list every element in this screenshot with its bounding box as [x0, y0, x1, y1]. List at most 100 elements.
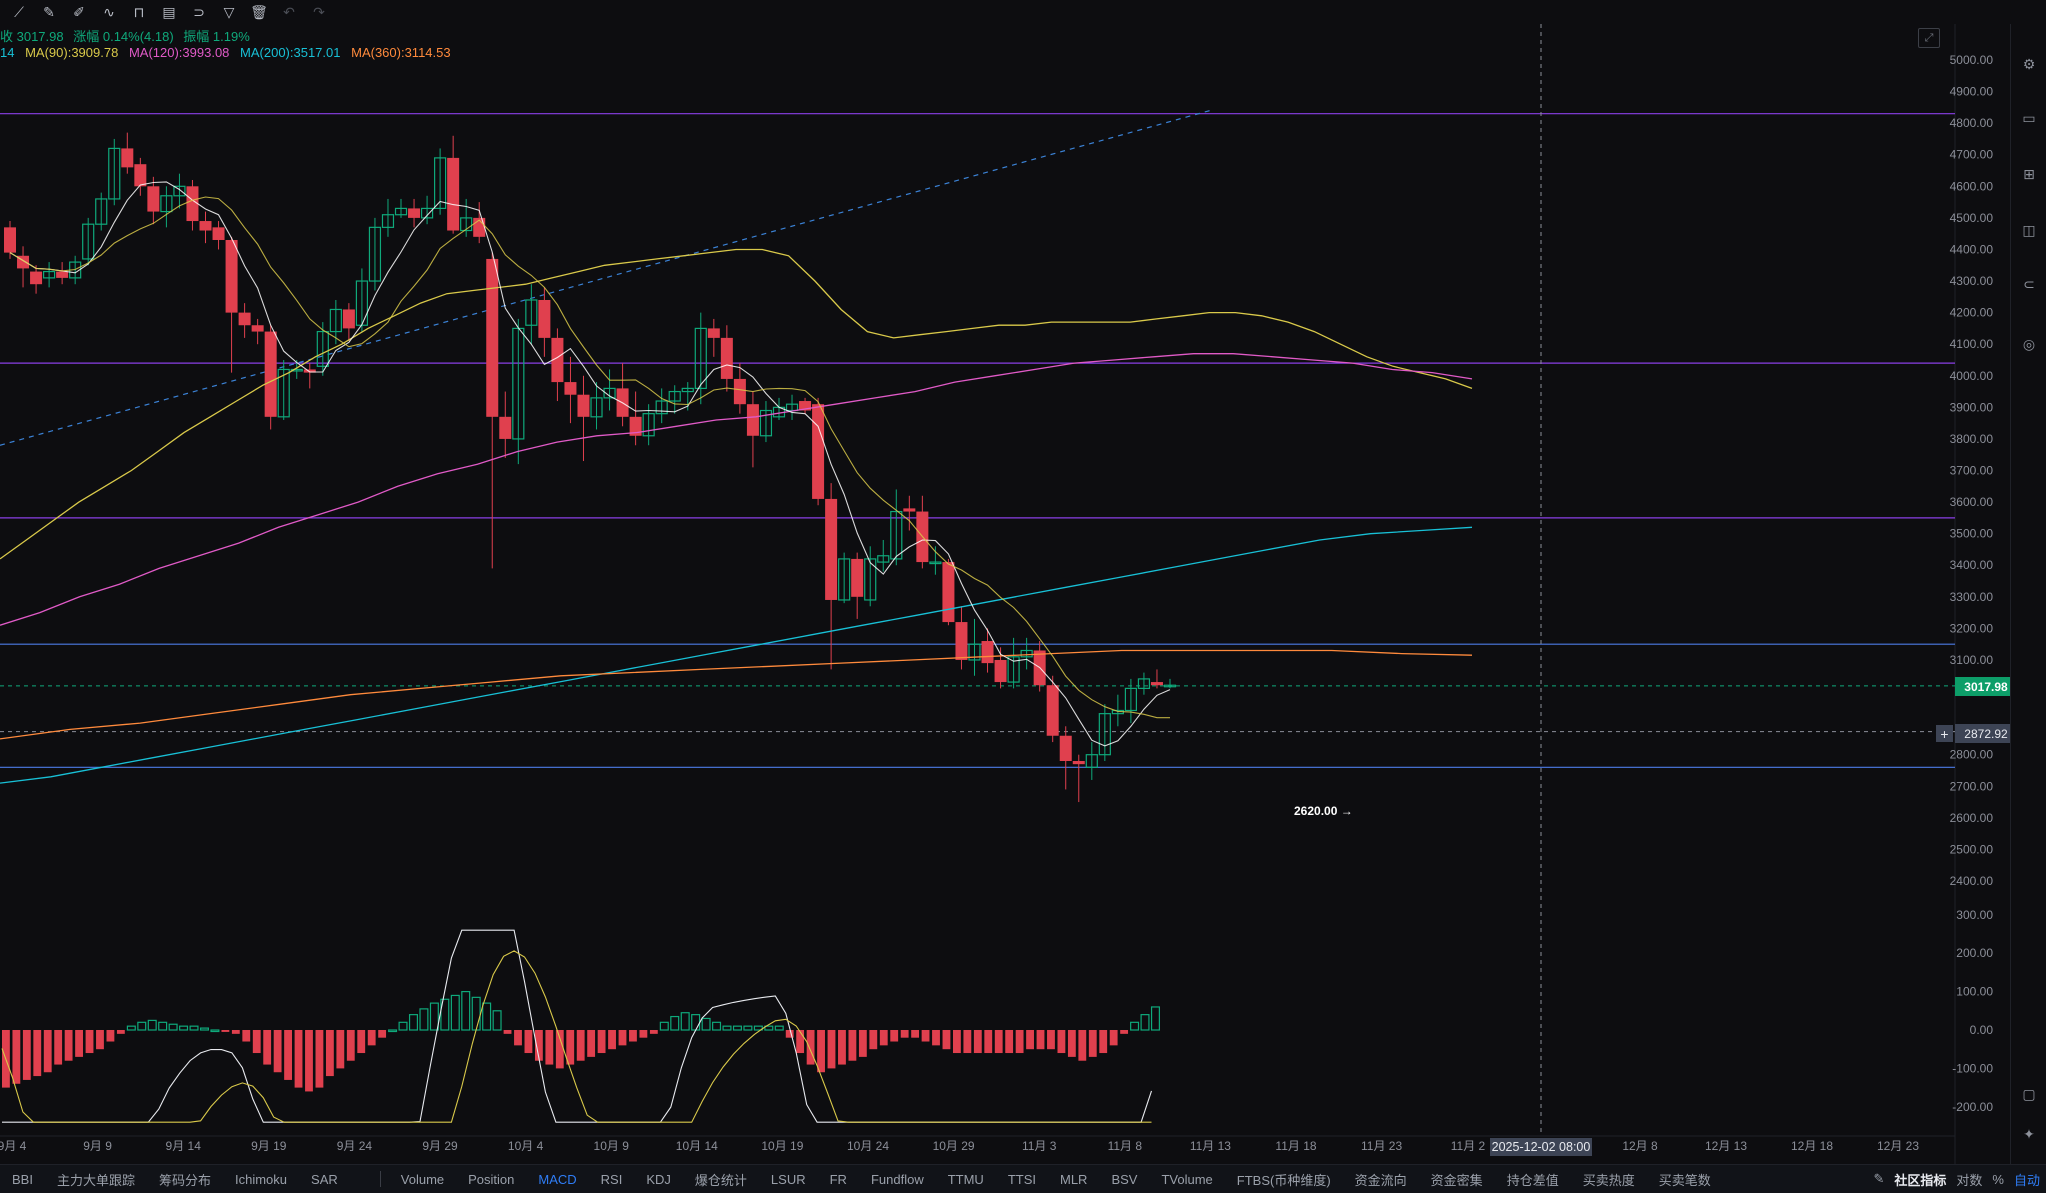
percent-scale-toggle[interactable]: % — [1992, 1171, 2004, 1187]
layout-icon[interactable]: ▭ — [2022, 109, 2036, 126]
edit-icon[interactable]: ✎ — [1873, 1171, 1885, 1186]
macd-bar — [43, 1030, 52, 1073]
magnet-icon[interactable]: ⊃ — [193, 3, 205, 20]
indicator-ttmu[interactable]: TTMU — [947, 1171, 984, 1187]
comment-icon[interactable]: ▢ — [2022, 1085, 2036, 1102]
candle-body — [303, 369, 316, 373]
indicator-fundflow[interactable]: Fundflow — [870, 1171, 924, 1187]
indicator-icon[interactable]: ⊞ — [2023, 165, 2035, 182]
template-icon[interactable]: ▤ — [162, 3, 176, 20]
candle-body — [812, 404, 825, 499]
macd-tick-label: -100.00 — [1952, 1061, 1993, 1075]
indicator-position[interactable]: Position — [468, 1171, 515, 1187]
indicator-ftbs[interactable]: FTBS(币种维度) — [1236, 1172, 1331, 1188]
auto-scale-toggle[interactable]: 自动 — [2013, 1172, 2040, 1188]
time-tick-label: 12月 18 — [1791, 1139, 1833, 1153]
macd-bar — [231, 1030, 240, 1034]
macd-bar — [1047, 1030, 1055, 1050]
indicator-trade-count[interactable]: 买卖笔数 — [1658, 1172, 1711, 1188]
candle-body — [420, 207, 434, 219]
indicator-ttsi[interactable]: TTSI — [1007, 1171, 1036, 1187]
candle-body — [199, 221, 212, 231]
candle-body — [277, 368, 290, 418]
macd-bar — [450, 994, 460, 1031]
indicator-fund-density[interactable]: 资金密集 — [1430, 1172, 1483, 1188]
price-chart[interactable]: 5000.00 4900.00 4800.00 4700.00 4600.00 4500.… — [0, 24, 2010, 1164]
log-scale-toggle[interactable]: 对数 — [1956, 1172, 1983, 1188]
macd-bar — [85, 1030, 94, 1054]
price-tick-label: 2800.00 — [1950, 748, 1994, 762]
macd-tick-label: 0.00 — [1970, 1023, 1994, 1037]
macd-bar — [545, 1030, 554, 1065]
indicator-kdj[interactable]: KDJ — [646, 1171, 671, 1187]
filter-icon[interactable]: ▽ — [223, 3, 235, 20]
macd-bar — [315, 1030, 324, 1088]
camera-icon[interactable]: ◫ — [2022, 221, 2036, 238]
macd-bar — [189, 1025, 199, 1031]
macd-bar — [137, 1021, 147, 1031]
wave-icon[interactable]: ∿ — [103, 3, 115, 20]
indicator-main-force[interactable]: 主力大单跟踪 — [56, 1172, 135, 1188]
indicator-rsi[interactable]: RSI — [600, 1171, 623, 1187]
price-tick-label: 2500.00 — [1950, 842, 1994, 856]
lock-icon[interactable]: ⊓ — [133, 3, 145, 20]
indicator-trade-heat[interactable]: 买卖热度 — [1582, 1172, 1635, 1188]
trash-icon[interactable]: 🗑 — [250, 3, 268, 20]
pencil-icon[interactable]: ✎ — [43, 3, 55, 20]
macd-bar — [796, 1030, 805, 1054]
candle-body — [434, 157, 447, 210]
ruler-icon[interactable]: ⟋ — [14, 3, 24, 20]
candle-body — [30, 271, 43, 285]
time-tick-label: 11月 2 — [1451, 1139, 1486, 1153]
candle-body — [942, 562, 955, 623]
eye-icon[interactable]: ◎ — [2022, 335, 2036, 352]
add-alert-icon[interactable]: + — [1936, 725, 1953, 742]
indicator-volume[interactable]: Volume — [400, 1171, 445, 1187]
macd-bar — [670, 1015, 680, 1031]
ma360-value: MA(360):3114.53 — [351, 45, 451, 60]
indicator-oi-diff[interactable]: 持仓差值 — [1506, 1172, 1559, 1188]
indicator-lsur[interactable]: LSUR — [770, 1171, 806, 1187]
macd-bar — [461, 990, 471, 1031]
expand-icon[interactable]: ⤢ — [1918, 28, 1940, 48]
macd-bar — [168, 1023, 178, 1031]
gear-icon[interactable]: ✦ — [2023, 1125, 2035, 1142]
indicator-liquidation[interactable]: 爆仓统计 — [694, 1172, 747, 1188]
candle-body — [538, 299, 551, 338]
macd-bar — [848, 1030, 857, 1061]
macd-bar — [116, 1030, 125, 1034]
macd-bar — [305, 1030, 313, 1092]
indicator-ichimoku[interactable]: Ichimoku — [235, 1171, 288, 1187]
candle-body — [264, 331, 277, 417]
bottom-right-controls: ✎ 社区指标 对数 % 自动 — [1873, 1165, 2040, 1193]
share-icon[interactable]: ⊂ — [2023, 275, 2035, 292]
candle-body — [486, 258, 499, 417]
price-tick-label: 4500.00 — [1950, 211, 1994, 225]
indicator-mlr[interactable]: MLR — [1059, 1171, 1088, 1187]
price-tick-label: 4800.00 — [1950, 116, 1994, 130]
undo-icon[interactable]: ↶ — [283, 3, 295, 20]
indicator-tvolume[interactable]: TVolume — [1161, 1171, 1213, 1187]
indicator-bsv[interactable]: BSV — [1111, 1171, 1138, 1187]
time-tick-label: 10月 9 — [594, 1139, 630, 1153]
brush-icon[interactable]: ✐ — [73, 3, 85, 20]
indicator-chip[interactable]: 筹码分布 — [158, 1172, 211, 1188]
indicator-sar[interactable]: SAR — [311, 1171, 338, 1187]
indicator-bbi[interactable]: BBI — [12, 1171, 33, 1187]
redo-icon[interactable]: ↷ — [313, 3, 325, 20]
candle-body — [838, 558, 851, 601]
settings-icon[interactable]: ⚙ — [2022, 55, 2036, 72]
candle-body — [121, 148, 134, 168]
indicator-macd[interactable]: MACD — [538, 1171, 577, 1187]
price-tick-label: 4300.00 — [1950, 274, 1994, 288]
indicator-fund-direction[interactable]: 资金流向 — [1354, 1172, 1407, 1188]
price-tick-label: 4100.00 — [1950, 337, 1994, 351]
time-tick-label: 9月 29 — [422, 1139, 458, 1153]
indicator-fr[interactable]: FR — [829, 1171, 847, 1187]
macd-bar — [22, 1030, 31, 1080]
community-indicators[interactable]: 社区指标 — [1894, 1172, 1947, 1188]
candle-body — [825, 498, 838, 600]
current-price-tag: 3017.98 — [1955, 677, 2017, 696]
candle-body — [212, 227, 225, 240]
macd-bar — [179, 1025, 189, 1031]
